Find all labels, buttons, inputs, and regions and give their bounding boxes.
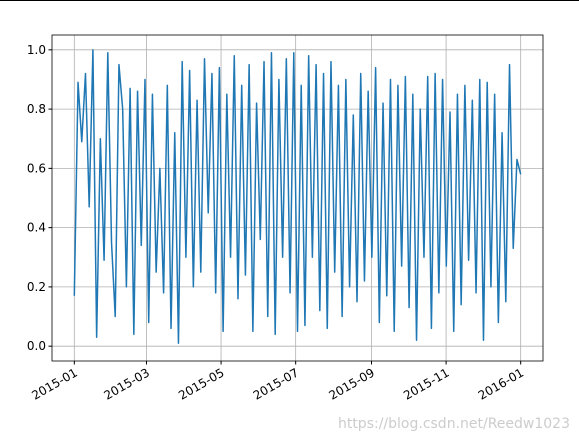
plot [73,49,522,344]
x-tick-label: 2016-01 [476,365,526,402]
y-tick-label: 0.8 [27,102,46,116]
x-tick-label: 2015-09 [327,365,377,402]
y-tick-label: 0.0 [27,339,46,353]
x-tick-label: 2015-01 [29,365,79,402]
x-tick-label: 2015-11 [401,365,451,402]
y-tick-label: 0.6 [27,161,46,175]
watermark: https://blog.csdn.net/Reedw1023 [338,416,570,432]
data-line [73,49,522,344]
x-tick-label: 2015-05 [176,365,226,402]
y-tick-label: 0.2 [27,280,46,294]
x-tick-label: 2015-03 [102,365,152,402]
x-tick-label: 2015-07 [251,365,301,402]
y-tick-label: 1.0 [27,43,46,57]
y-tick-label: 0.4 [27,221,46,235]
grid [52,35,543,361]
axes-frame [51,34,544,362]
